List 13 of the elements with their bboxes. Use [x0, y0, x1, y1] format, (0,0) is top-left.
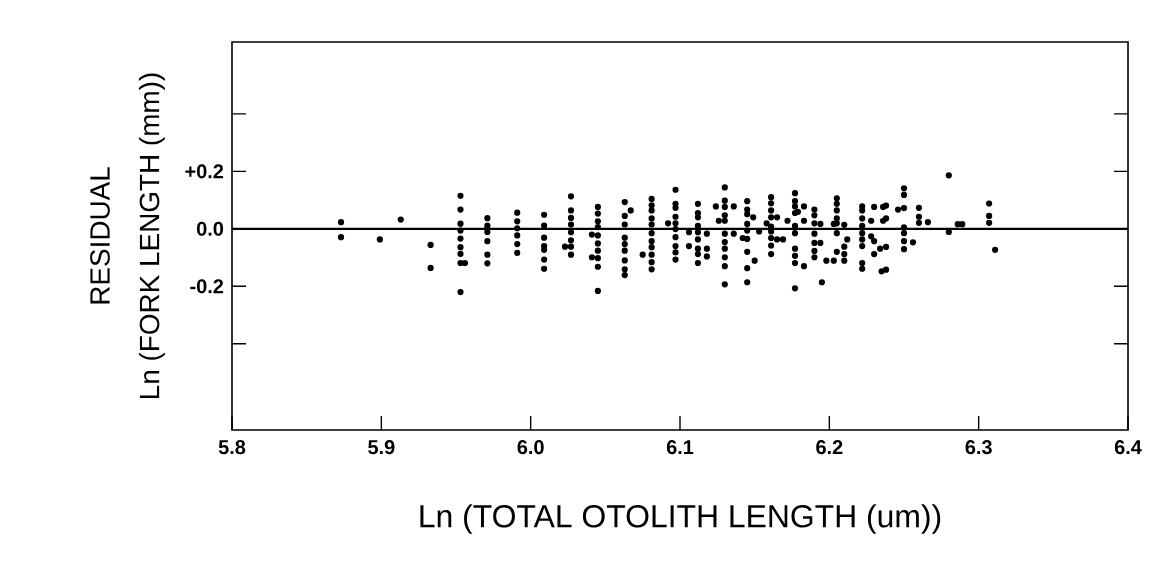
x-tick-label: 6.2: [816, 440, 843, 455]
y-tick-label: +0.2: [185, 164, 224, 179]
x-axis-title: Ln (TOTAL OTOLITH LENGTH (um)): [420, 504, 941, 534]
text: RESIDUAL: [90, 167, 110, 304]
x-tick-label: 6.1: [666, 440, 694, 455]
x-tick-label: 6.4: [1114, 440, 1142, 455]
x-tick-label: 6.0: [517, 440, 544, 455]
x-tick-label: 5.9: [368, 440, 395, 455]
y-axis-title: Ln (FORK LENGTH (mm)): [138, 73, 165, 398]
x-tick-label: 5.8: [218, 440, 246, 455]
x-tick-label: 6.3: [965, 440, 992, 455]
y-tick-label: 0.0: [196, 221, 224, 236]
y-tick-label: -0.2: [190, 279, 224, 294]
